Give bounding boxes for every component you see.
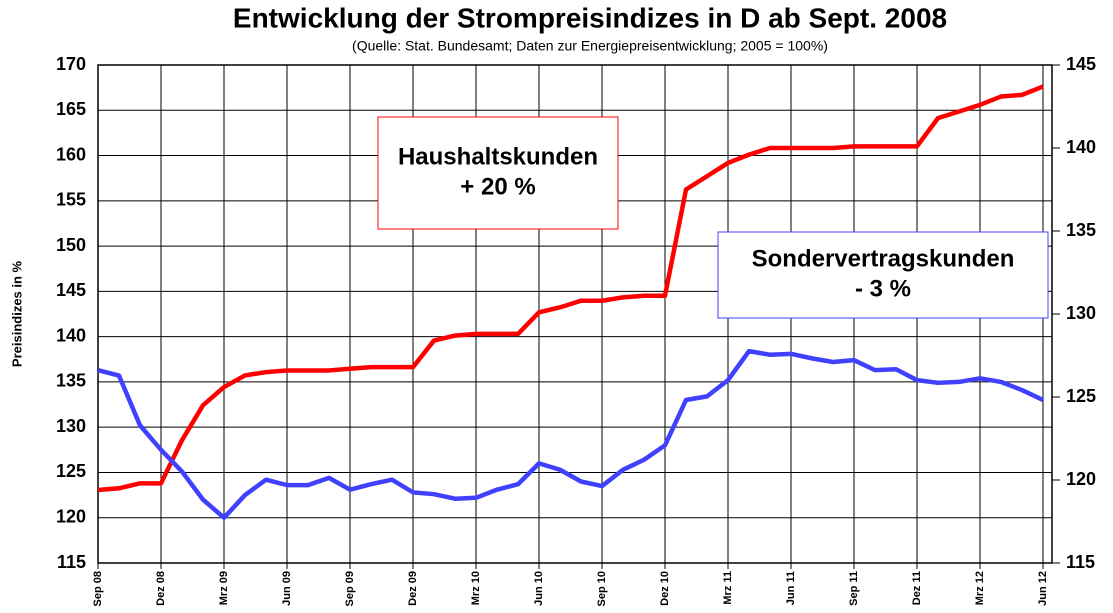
x-tick-label: Mrz 09: [218, 571, 230, 605]
chart-title: Entwicklung der Strompreisindizes in D a…: [233, 2, 947, 33]
y2-tick-label: 120: [1066, 469, 1096, 489]
x-tick-label: Dez 10: [659, 571, 671, 606]
annotation-box: [717, 231, 1049, 319]
plot-frame: [97, 64, 1053, 564]
y-tick-label: 115: [57, 552, 86, 572]
y2-tick-label: 135: [1066, 220, 1096, 240]
data-line: [97, 84, 1044, 493]
y-tick-label: 130: [56, 416, 86, 436]
y2-tick-label: 140: [1066, 137, 1096, 157]
y2-tick-label: 130: [1066, 303, 1096, 323]
y-tick-label: 150: [56, 235, 86, 255]
y2-tick-label: 115: [1066, 552, 1095, 572]
x-tick-label: Dez 08: [155, 571, 167, 606]
annotation-text: - 3 %: [855, 275, 911, 302]
x-tick-label: Sep 09: [344, 571, 356, 606]
x-tick-label: Mrz 10: [470, 571, 482, 605]
x-tick-label: Jun 11: [785, 571, 797, 605]
x-tick-label: Dez 11: [911, 571, 923, 605]
y-tick-label: 165: [56, 99, 86, 119]
y-tick-label: 170: [56, 54, 86, 74]
y-tick-label: 145: [56, 280, 86, 300]
y-tick-label: 160: [56, 144, 86, 164]
annotation-text: + 20 %: [460, 173, 535, 200]
y-tick-label: 140: [56, 325, 86, 345]
x-tick-label: Jun 12: [1037, 571, 1049, 606]
annotation-box: [377, 116, 619, 230]
x-tick-label: Jun 10: [533, 571, 545, 606]
y-axis-label: Preisindizes in %: [9, 260, 24, 367]
x-tick-label: Dez 09: [407, 571, 419, 606]
x-tick-label: Jun 09: [281, 571, 293, 606]
x-tick-label: Sep 08: [92, 571, 104, 606]
annotation-text: Sondervertragskunden: [752, 245, 1015, 272]
y-tick-label: 120: [56, 506, 86, 526]
x-tick-label: Mrz 12: [974, 571, 986, 605]
y-tick-label: 155: [56, 190, 86, 210]
x-tick-label: Sep 11: [848, 571, 860, 606]
chart-subtitle: (Quelle: Stat. Bundesamt; Daten zur Ener…: [352, 38, 828, 54]
x-tick-label: Sep 10: [596, 571, 608, 606]
y-tick-label: 135: [56, 371, 86, 391]
annotation-text: Haushaltskunden: [398, 143, 598, 170]
y2-tick-label: 125: [1066, 386, 1096, 406]
data-line: [97, 348, 1044, 520]
y-tick-label: 125: [56, 461, 86, 481]
x-tick-label: Mrz 11: [722, 571, 734, 605]
y2-tick-label: 145: [1066, 54, 1096, 74]
